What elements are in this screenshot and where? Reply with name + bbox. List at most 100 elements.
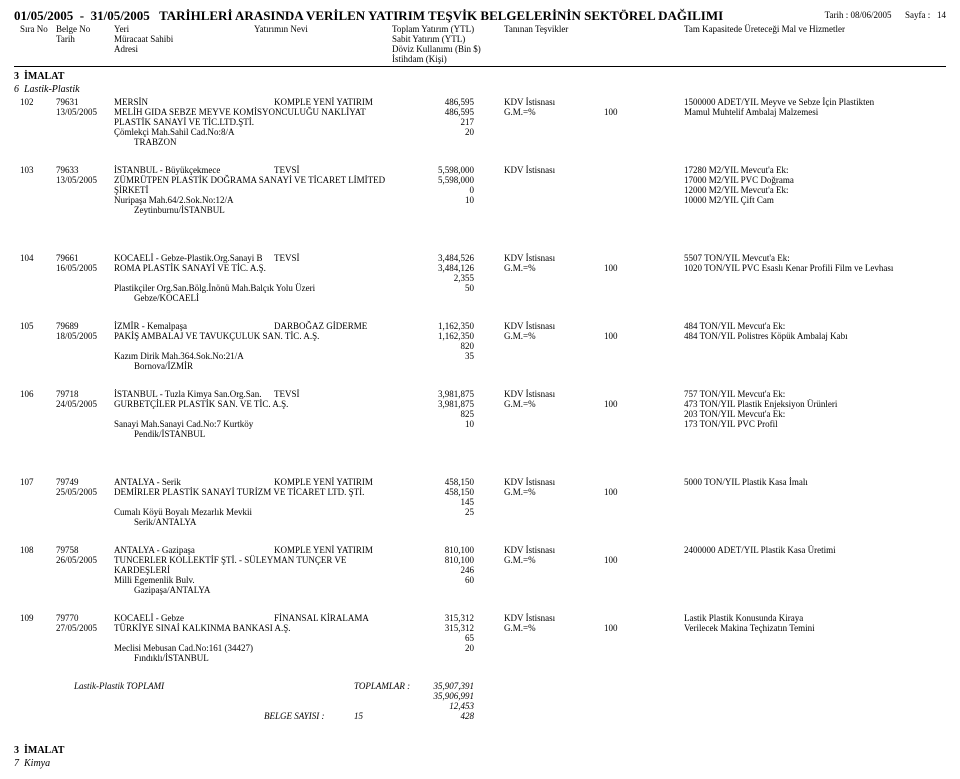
row-adres2: Serik/ANTALYA: [134, 517, 196, 527]
row-h1: 484 TON/YIL Mevcut'a Ek:: [684, 321, 785, 331]
row-n3: 246: [409, 565, 474, 575]
row-h2: 484 TON/YIL Polistres Köpük Ambalaj Kabı: [684, 331, 848, 341]
row-adres2: Gazipaşa/ANTALYA: [134, 585, 210, 595]
row-t2: G.M.=%: [504, 331, 536, 341]
row-yer: İSTANBUL - Büyükçekmece: [114, 165, 220, 175]
row-yer: ANTALYA - Gazipaşa: [114, 545, 195, 555]
row-yer: KOCAELİ - Gebze: [114, 613, 184, 623]
row-sira: 103: [20, 165, 34, 175]
table-row: 1057968918/05/2005İZMİR - KemalpaşaDARBO…: [14, 321, 946, 379]
row-h1: 5000 TON/YIL Plastik Kasa İmalı: [684, 477, 808, 487]
print-date-label: Tarih :: [825, 10, 849, 20]
row-n2: 5,598,000: [409, 175, 474, 185]
rows-container: 1027963113/05/2005MERSİNKOMPLE YENİ YATI…: [14, 97, 946, 671]
row-belge: 79758: [56, 545, 79, 555]
section-name-2: İMALAT: [24, 745, 64, 756]
row-t1: KDV İstisnası: [504, 613, 555, 623]
date-from: 01/05/2005: [14, 8, 73, 23]
row-belge: 79661: [56, 253, 79, 263]
row-nev: TEVSİ: [274, 165, 300, 175]
row-nev: KOMPLE YENİ YATIRIM: [274, 477, 373, 487]
row-nev: KOMPLE YENİ YATIRIM: [274, 97, 373, 107]
row-belge: 79633: [56, 165, 79, 175]
row-adres2: Bornova/İZMİR: [134, 361, 193, 371]
table-row: 1087975826/05/2005ANTALYA - GazipaşaKOMP…: [14, 545, 946, 603]
belge-sayisi-label: BELGE SAYISI :: [264, 711, 325, 721]
row-n3: 825: [409, 409, 474, 419]
totals-label: Lastik-Plastik TOPLAMI: [74, 681, 164, 691]
print-date: 08/06/2005: [850, 10, 891, 20]
row-t2: G.M.=%: [504, 555, 536, 565]
col-adresi: Adresi: [114, 44, 138, 54]
row-h2: Verilecek Makina Teçhizatın Temini: [684, 623, 815, 633]
row-n2: 810,100: [409, 555, 474, 565]
row-belge: 79718: [56, 389, 79, 399]
row-h1: 1500000 ADET/YIL Meyve ve Sebze İçin Pla…: [684, 97, 874, 107]
row-sira: 109: [20, 613, 34, 623]
row-n4: 60: [409, 575, 474, 585]
row-n3: 65: [409, 633, 474, 643]
row-firma: TUNCERLER KOLLEKTİF ŞTİ. - SÜLEYMAN TUNÇ…: [114, 555, 394, 575]
row-adres1: Sanayi Mah.Sanayi Cad.No:7 Kurtköy: [114, 419, 253, 429]
row-t1: KDV İstisnası: [504, 477, 555, 487]
row-h2: 1020 TON/YIL PVC Esaslı Kenar Profili Fi…: [684, 263, 893, 273]
section-num: 3: [14, 71, 19, 82]
row-n3: 820: [409, 341, 474, 351]
row-h1: 2400000 ADET/YIL Plastik Kasa Üretimi: [684, 545, 836, 555]
row-n4: 20: [409, 643, 474, 653]
row-n4: 10: [409, 419, 474, 429]
col-istihdam: İstihdam (Kişi): [392, 54, 447, 64]
row-t2b: 100: [604, 487, 618, 497]
row-adres1: Milli Egemenlik Bulv.: [114, 575, 195, 585]
row-h2: Mamul Muhtelif Ambalaj Malzemesi: [684, 107, 818, 117]
row-nev: FİNANSAL KİRALAMA: [274, 613, 369, 623]
column-headers: Sıra No Belge No Tarih Yeri Müracaat Sah…: [14, 24, 946, 64]
row-n1: 315,312: [409, 613, 474, 623]
row-sira: 105: [20, 321, 34, 331]
totals-v4: 428: [414, 711, 474, 721]
row-firma: MELİH GIDA SEBZE MEYVE KOMİSYONCULUĞU NA…: [114, 107, 394, 127]
row-t1: KDV İstisnası: [504, 253, 555, 263]
row-firma: ROMA PLASTİK SANAYİ VE TİC. A.Ş.: [114, 263, 394, 273]
row-firma: ZÜMRÜTPEN PLASTİK DOĞRAMA SANAYİ VE TİCA…: [114, 175, 394, 195]
row-nev: TEVSİ: [274, 253, 300, 263]
row-sira: 107: [20, 477, 34, 487]
row-t2b: 100: [604, 331, 618, 341]
totals-v3: 12,453: [414, 701, 474, 711]
page-num: 14: [937, 10, 946, 20]
row-tarih: 25/05/2005: [56, 487, 97, 497]
totals: Lastik-Plastik TOPLAMI TOPLAMLAR : 35,90…: [14, 681, 946, 741]
header-rule: [14, 66, 946, 67]
row-firma: GURBETÇİLER PLASTİK SAN. VE TİC. A.Ş.: [114, 399, 394, 409]
row-adres1: Kazım Dirik Mah.364.Sok.No:21/A: [114, 351, 244, 361]
row-t2b: 100: [604, 555, 618, 565]
row-belge: 79770: [56, 613, 79, 623]
row-yer: ANTALYA - Serik: [114, 477, 181, 487]
row-n3: 0: [409, 185, 474, 195]
table-row: 1077974925/05/2005ANTALYA - SerikKOMPLE …: [14, 477, 946, 535]
header: 01/05/2005 - 31/05/2005 TARİHLERİ ARASIN…: [14, 8, 946, 20]
row-n4: 25: [409, 507, 474, 517]
row-n2: 315,312: [409, 623, 474, 633]
section-name: İMALAT: [24, 71, 64, 82]
row-h1: Lastik Plastik Konusunda Kiraya: [684, 613, 803, 623]
totals-toplamlar: TOPLAMLAR :: [354, 681, 410, 691]
row-n3: 145: [409, 497, 474, 507]
row-t1: KDV İstisnası: [504, 545, 555, 555]
row-t1: KDV İstisnası: [504, 389, 555, 399]
col-tarih: Tarih: [56, 34, 75, 44]
row-h4: 173 TON/YIL PVC Profil: [684, 419, 778, 429]
row-n2: 458,150: [409, 487, 474, 497]
row-h3: 203 TON/YIL Mevcut'a Ek:: [684, 409, 785, 419]
row-t2: G.M.=%: [504, 623, 536, 633]
row-sira: 106: [20, 389, 34, 399]
table-row: 1037963313/05/2005İSTANBUL - Büyükçekmec…: [14, 165, 946, 243]
row-t2b: 100: [604, 399, 618, 409]
row-tarih: 16/05/2005: [56, 263, 97, 273]
table-row: 1047966116/05/2005KOCAELİ - Gebze-Plasti…: [14, 253, 946, 311]
col-tamkap: Tam Kapasitede Üreteceği Mal ve Hizmetle…: [684, 24, 845, 34]
row-h2: 17000 M2/YIL PVC Doğrama: [684, 175, 794, 185]
row-t2: G.M.=%: [504, 399, 536, 409]
row-yer: KOCAELİ - Gebze-Plastik.Org.Sanayi B: [114, 253, 263, 263]
row-sira: 102: [20, 97, 34, 107]
